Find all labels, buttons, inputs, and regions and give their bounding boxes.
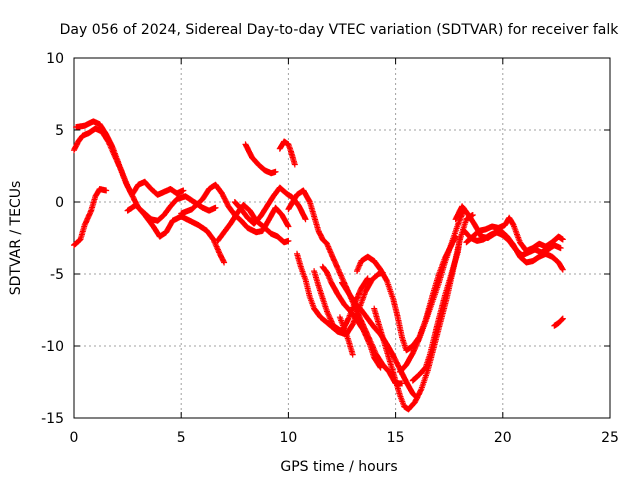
x-tick-label: 10 xyxy=(279,430,297,446)
plot-frame xyxy=(73,57,611,419)
data-point-markers xyxy=(242,141,279,177)
series-track-c xyxy=(71,186,110,249)
series-track-s xyxy=(409,235,463,384)
data-point-markers xyxy=(461,227,564,259)
y-tick-label: 0 xyxy=(55,195,64,211)
data-point-markers xyxy=(551,315,566,329)
series-track-v xyxy=(461,227,564,259)
y-axis-label: SDTVAR / TECUs xyxy=(8,181,24,296)
series-track-e xyxy=(178,181,292,236)
x-axis: 0 5 10 15 20 25 xyxy=(70,58,619,446)
x-tick-label: 20 xyxy=(494,430,512,446)
data-point-markers xyxy=(396,206,468,375)
y-tick-label: -15 xyxy=(41,411,64,427)
x-axis-label: GPS time / hours xyxy=(280,459,397,475)
y-tick-label: 5 xyxy=(55,123,64,139)
series-track-r xyxy=(396,206,468,375)
data-point-markers xyxy=(409,235,463,384)
series-track-m xyxy=(319,263,384,371)
x-tick-label: 5 xyxy=(177,430,186,446)
series-track-b xyxy=(73,118,187,198)
series-track-p xyxy=(336,314,356,358)
data-point-markers xyxy=(319,263,384,371)
data-point-markers xyxy=(71,186,110,249)
x-tick-label: 25 xyxy=(601,430,619,446)
y-axis: -15 -10 -5 0 5 10 xyxy=(41,51,610,427)
data-point-markers xyxy=(276,138,298,168)
series-group xyxy=(71,118,566,413)
data-point-markers xyxy=(73,118,187,198)
series-track-w xyxy=(551,315,566,329)
data-point-markers xyxy=(231,184,309,227)
y-tick-label: 10 xyxy=(46,51,64,67)
series-track-g xyxy=(231,184,309,227)
y-tick-label: -10 xyxy=(41,339,64,355)
x-tick-label: 15 xyxy=(387,430,405,446)
chart-title: Day 056 of 2024, Sidereal Day-to-day VTE… xyxy=(60,22,620,38)
series-track-i xyxy=(276,138,298,168)
data-point-markers xyxy=(336,314,356,358)
x-tick-label: 0 xyxy=(70,430,79,446)
y-tick-label: -5 xyxy=(50,267,64,283)
grid xyxy=(74,58,610,418)
plot-area xyxy=(73,57,611,419)
series-track-h xyxy=(242,141,279,177)
data-point-markers xyxy=(178,181,292,236)
